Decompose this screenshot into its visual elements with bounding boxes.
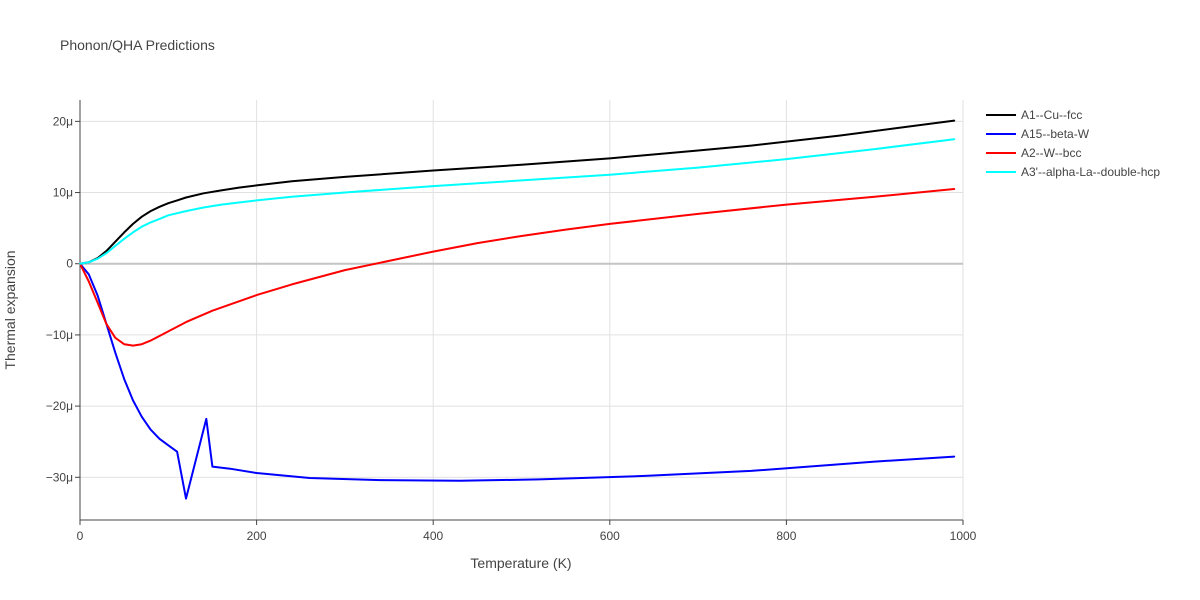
y-tick-label: −30μ [46, 470, 73, 484]
legend-label: A1--Cu--fcc [1021, 108, 1082, 122]
legend-item: A15--beta-W [986, 127, 1090, 141]
y-tick-label: −20μ [46, 399, 73, 413]
x-tick-label: 400 [423, 529, 443, 543]
x-tick-label: 0 [77, 529, 84, 543]
series-line-a2-w-bcc [79, 188, 956, 347]
legend-label: A2--W--bcc [1021, 146, 1081, 160]
grid [80, 100, 964, 520]
y-tick-label: 20μ [53, 114, 73, 128]
y-tick-label: 0 [66, 257, 73, 271]
plot-area [79, 119, 956, 500]
x-tick-label: 800 [776, 529, 796, 543]
legend-item: A3'--alpha-La--double-hcp [986, 165, 1160, 179]
x-axis-title: Temperature (K) [470, 555, 571, 571]
x-tick-label: 600 [600, 529, 620, 543]
series-line-a3-alpha-la-double-hcp [79, 138, 956, 265]
series-line-a1-cu-fcc [79, 119, 956, 265]
legend-item: A1--Cu--fcc [986, 108, 1082, 122]
axes: 0 200 400 600 800 1000 −30μ −20μ −10μ 0 10μ 20μ [46, 100, 977, 543]
x-tick-label: 1000 [950, 529, 977, 543]
legend-item: A2--W--bcc [986, 146, 1081, 160]
series-line-a15-beta-w [79, 262, 956, 500]
y-axis-title: Thermal expansion [2, 250, 18, 369]
legend-label: A15--beta-W [1021, 127, 1090, 141]
legend: A1--Cu--fcc A15--beta-W A2--W--bcc A3'--alp… [986, 108, 1160, 179]
chart-title: Phonon/QHA Predictions [60, 37, 215, 53]
legend-label: A3'--alpha-La--double-hcp [1021, 165, 1160, 179]
y-tick-label: −10μ [46, 328, 73, 342]
x-tick-label: 200 [247, 529, 267, 543]
y-tick-label: 10μ [53, 186, 73, 200]
